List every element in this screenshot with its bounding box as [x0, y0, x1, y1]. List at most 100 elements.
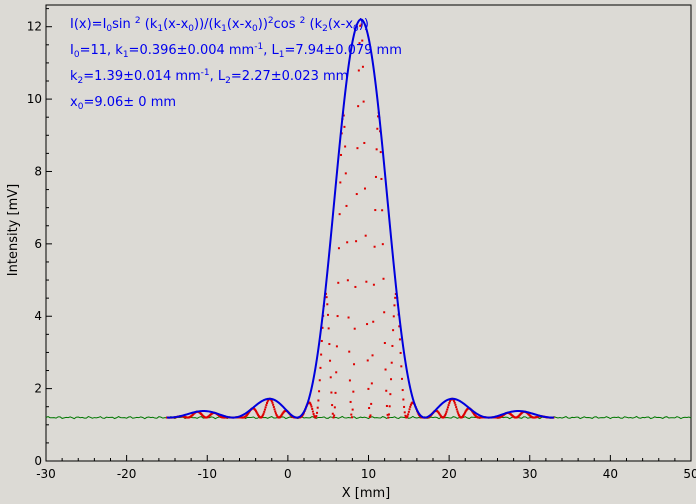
x-tick-label: -10 [197, 467, 217, 481]
x-tick-label: 0 [284, 467, 292, 481]
data-point [346, 279, 349, 282]
data-point [372, 320, 375, 323]
data-point [385, 389, 388, 392]
data-point [400, 365, 403, 368]
data-point [356, 147, 359, 150]
annotation-line-2: I0=11, k1=0.396±0.004 mm-1, L1=7.94±0.07… [70, 42, 402, 60]
data-point [329, 376, 332, 379]
data-point [273, 408, 276, 411]
data-point [266, 400, 269, 403]
data-point [398, 338, 401, 341]
data-point [315, 415, 318, 418]
y-tick-label: 6 [34, 237, 42, 251]
data-point [363, 187, 366, 190]
data-point [456, 410, 459, 413]
data-point [316, 411, 319, 414]
data-point [362, 100, 365, 103]
data-point [463, 412, 466, 415]
data-point [316, 406, 319, 409]
data-point [247, 411, 250, 414]
data-point [357, 69, 360, 72]
data-point [368, 415, 371, 418]
data-point [380, 177, 383, 180]
data-point [390, 378, 393, 381]
annotation-line-3: k2=1.39±0.014 mm-1, L2=2.27±0.023 mm [70, 68, 348, 86]
data-point [317, 399, 320, 402]
data-point [261, 415, 264, 418]
data-point [401, 377, 403, 380]
data-point [263, 410, 266, 413]
plot-frame [45, 4, 692, 462]
data-point [335, 371, 338, 374]
data-point [385, 404, 388, 407]
data-point [311, 410, 314, 413]
data-point [320, 353, 323, 356]
y-tick-label: 4 [34, 309, 42, 323]
data-point [438, 412, 441, 415]
data-point [255, 410, 258, 413]
data-point [374, 175, 377, 178]
data-point [343, 125, 346, 128]
data-point [370, 402, 373, 405]
data-point [358, 42, 361, 45]
data-point [374, 209, 377, 212]
data-point [464, 411, 467, 414]
data-point [377, 115, 380, 118]
y-tick-label: 10 [27, 92, 42, 106]
data-point [345, 204, 348, 207]
data-point [387, 413, 390, 416]
data-point [408, 408, 411, 411]
data-point [335, 345, 338, 348]
data-point [444, 414, 447, 417]
data-point [457, 414, 460, 417]
data-point [352, 390, 355, 393]
data-point [272, 406, 275, 409]
data-point [350, 413, 353, 416]
data-point [398, 325, 401, 328]
data-point [337, 247, 340, 250]
data-point [452, 398, 455, 401]
data-point [363, 141, 366, 144]
data-point [348, 379, 351, 382]
data-point [355, 193, 358, 196]
x-axis-ticks: -30 -20 -10 0 10 20 30 40 50 [36, 455, 696, 481]
data-point [336, 315, 339, 318]
data-point [448, 402, 451, 405]
data-point [354, 285, 357, 288]
x-axis-label: X [mm] [342, 486, 391, 501]
data-point [334, 391, 337, 394]
data-point [255, 411, 258, 414]
data-point [444, 412, 447, 415]
data-point [328, 343, 331, 346]
data-point [326, 313, 329, 316]
data-point [389, 393, 392, 396]
data-point [364, 234, 367, 237]
data-point [344, 172, 347, 175]
data-point [262, 412, 265, 415]
data-point [472, 411, 475, 414]
data-point [261, 414, 264, 417]
data-point [330, 391, 333, 394]
data-point [333, 414, 336, 417]
x-tick-label: 10 [361, 467, 376, 481]
data-point [446, 406, 449, 409]
data-point [312, 413, 315, 416]
data-point [369, 414, 372, 417]
data-point [391, 344, 394, 347]
data-point [390, 361, 393, 364]
data-point [445, 410, 448, 413]
data-point [438, 413, 441, 416]
data-point [319, 366, 322, 369]
data-point [271, 401, 274, 404]
y-tick-label: 2 [34, 382, 42, 396]
data-point [275, 414, 278, 417]
data-point [353, 327, 356, 330]
y-tick-label: 8 [34, 164, 42, 178]
baseline-trace [45, 415, 692, 420]
data-point [454, 403, 457, 406]
data-point [320, 339, 323, 342]
data-point [406, 415, 409, 418]
data-point [453, 400, 456, 403]
data-point [455, 406, 458, 409]
